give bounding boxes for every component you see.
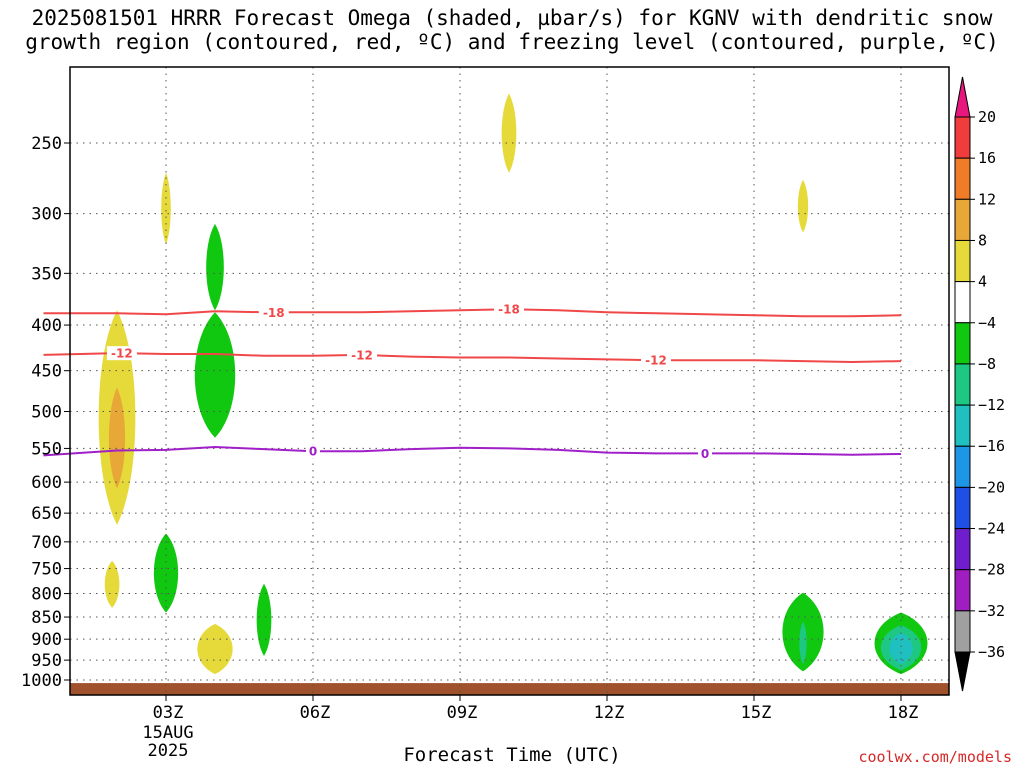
x-tick-sublabel-03Z-1: 2025 bbox=[148, 741, 189, 761]
x-tick-sublabel-03Z-0: 15AUG bbox=[142, 723, 193, 743]
y-axis: 2503003504004505005506006507007508008509… bbox=[21, 134, 70, 691]
colorbar-bin--16--12 bbox=[954, 404, 971, 447]
y-tick-label-250: 250 bbox=[31, 134, 62, 154]
y-tick-label-1000: 1000 bbox=[21, 671, 62, 691]
contour-label--12-0: -12 bbox=[111, 347, 133, 361]
colorbar-label-20: 20 bbox=[978, 108, 996, 126]
contour-label-bg--18-1 bbox=[494, 302, 524, 317]
omega-region-4 bbox=[194, 312, 236, 438]
contour-label--12-1: -12 bbox=[351, 348, 373, 362]
y-tick-label-750: 750 bbox=[31, 560, 62, 580]
colorbar-bin-8-12 bbox=[954, 198, 971, 241]
chart-title: 2025081501 HRRR Forecast Omega (shaded, … bbox=[0, 6, 1024, 54]
plot-frame bbox=[69, 66, 950, 696]
omega-region-8 bbox=[153, 533, 179, 613]
colorbar-bin--8--4 bbox=[954, 322, 971, 365]
omega-region-7 bbox=[104, 560, 120, 608]
y-tick-label-700: 700 bbox=[31, 533, 62, 553]
contour-label-bg--12-1 bbox=[347, 347, 377, 362]
colorbar-label--4: −4 bbox=[978, 314, 996, 332]
contour-label--12-2: -12 bbox=[645, 354, 667, 368]
chart-title-line-2: growth region (contoured, red, ºC) and f… bbox=[25, 30, 999, 54]
y-tick-label-800: 800 bbox=[31, 585, 62, 605]
colorbar-label-12: 12 bbox=[978, 190, 996, 208]
y-tick-label-650: 650 bbox=[31, 504, 62, 524]
colorbar-label-8: 8 bbox=[978, 231, 987, 249]
x-tick-label-15Z: 15Z bbox=[741, 703, 772, 723]
colorbar-bin--20--16 bbox=[954, 445, 971, 488]
contour-label-0-0: 0 bbox=[309, 445, 317, 459]
omega-shading-layer bbox=[98, 93, 928, 675]
colorbar-label-4: 4 bbox=[978, 273, 987, 291]
y-tick-label-850: 850 bbox=[31, 608, 62, 628]
contour-label-bg--18-0 bbox=[258, 305, 289, 320]
y-tick-label-300: 300 bbox=[31, 205, 62, 225]
contour-label-bg--12-2 bbox=[641, 353, 671, 368]
ground-bar bbox=[70, 683, 949, 695]
omega-region-6 bbox=[797, 179, 809, 233]
colorbar-bin-12-16 bbox=[954, 157, 971, 200]
colorbar-label--20: −20 bbox=[978, 478, 1005, 496]
grid-layer bbox=[70, 67, 949, 695]
colorbar-bin-16-20 bbox=[954, 116, 971, 159]
omega-region-1 bbox=[108, 387, 126, 489]
colorbar: 20 16 12 8 4 −4 −8 −12 −16 −20 −24 −28 −32 −36 bbox=[954, 76, 1005, 692]
y-tick-label-950: 950 bbox=[31, 651, 62, 671]
x-tick-label-12Z: 12Z bbox=[594, 703, 625, 723]
contour-line-0 bbox=[43, 446, 902, 457]
y-tick-label-350: 350 bbox=[31, 264, 62, 284]
colorbar-bin--36--32 bbox=[954, 610, 971, 653]
contour-label-bg-0-0 bbox=[306, 444, 320, 459]
colorbar-top-arrow bbox=[954, 76, 971, 118]
x-tick-label-18Z: 18Z bbox=[888, 703, 919, 723]
colorbar-label--24: −24 bbox=[978, 520, 1005, 538]
colorbar-bin--28--24 bbox=[954, 528, 971, 571]
omega-region-15 bbox=[889, 632, 913, 665]
colorbar-bin-4-8 bbox=[954, 239, 971, 283]
chart-title-line-1: 2025081501 HRRR Forecast Omega (shaded, … bbox=[31, 6, 993, 30]
contour-label-0-1: 0 bbox=[701, 447, 709, 461]
colorbar-label--16: −16 bbox=[978, 437, 1005, 455]
y-tick-label-500: 500 bbox=[31, 403, 62, 423]
colorbar-bin--32--28 bbox=[954, 569, 971, 612]
y-tick-label-450: 450 bbox=[31, 362, 62, 382]
contour-label--18-1: -18 bbox=[498, 303, 520, 317]
contour-label-bg-0-1 bbox=[698, 446, 712, 461]
omega-region-12 bbox=[799, 621, 807, 665]
colorbar-bin--24--20 bbox=[954, 486, 971, 530]
y-tick-label-550: 550 bbox=[31, 439, 62, 459]
omega-region-2 bbox=[161, 172, 171, 245]
x-tick-label-03Z: 03Z bbox=[153, 703, 184, 723]
omega-region-10 bbox=[256, 583, 272, 657]
omega-region-9 bbox=[197, 623, 233, 675]
y-tick-label-900: 900 bbox=[31, 630, 62, 650]
colorbar-label--32: −32 bbox=[978, 602, 1005, 620]
contour-layer: -18 -18 -12 -12 -12 0 0 bbox=[43, 302, 902, 461]
x-tick-label-06Z: 06Z bbox=[300, 703, 331, 723]
y-tick-label-400: 400 bbox=[31, 316, 62, 336]
contour-line--18 bbox=[43, 308, 902, 318]
x-tick-label-09Z: 09Z bbox=[447, 703, 478, 723]
colorbar-label--36: −36 bbox=[978, 643, 1005, 661]
colorbar-bottom-arrow bbox=[954, 651, 971, 692]
colorbar-label--12: −12 bbox=[978, 396, 1005, 414]
colorbar-label--28: −28 bbox=[978, 561, 1005, 579]
x-axis-label: Forecast Time (UTC) bbox=[403, 744, 621, 766]
contour-label--18-0: -18 bbox=[263, 306, 285, 320]
contour-label-bg--12-0 bbox=[106, 346, 137, 361]
colorbar-bin--12--8 bbox=[954, 363, 971, 406]
omega-region-3 bbox=[206, 223, 224, 311]
y-tick-label-600: 600 bbox=[31, 473, 62, 493]
colorbar-bin--4-4 bbox=[954, 281, 971, 324]
contour-line--12 bbox=[43, 352, 902, 363]
omega-region-5 bbox=[501, 93, 517, 173]
colorbar-label--8: −8 bbox=[978, 355, 996, 373]
colorbar-label-16: 16 bbox=[978, 149, 996, 167]
credit-link[interactable]: coolwx.com/models bbox=[858, 748, 1012, 766]
